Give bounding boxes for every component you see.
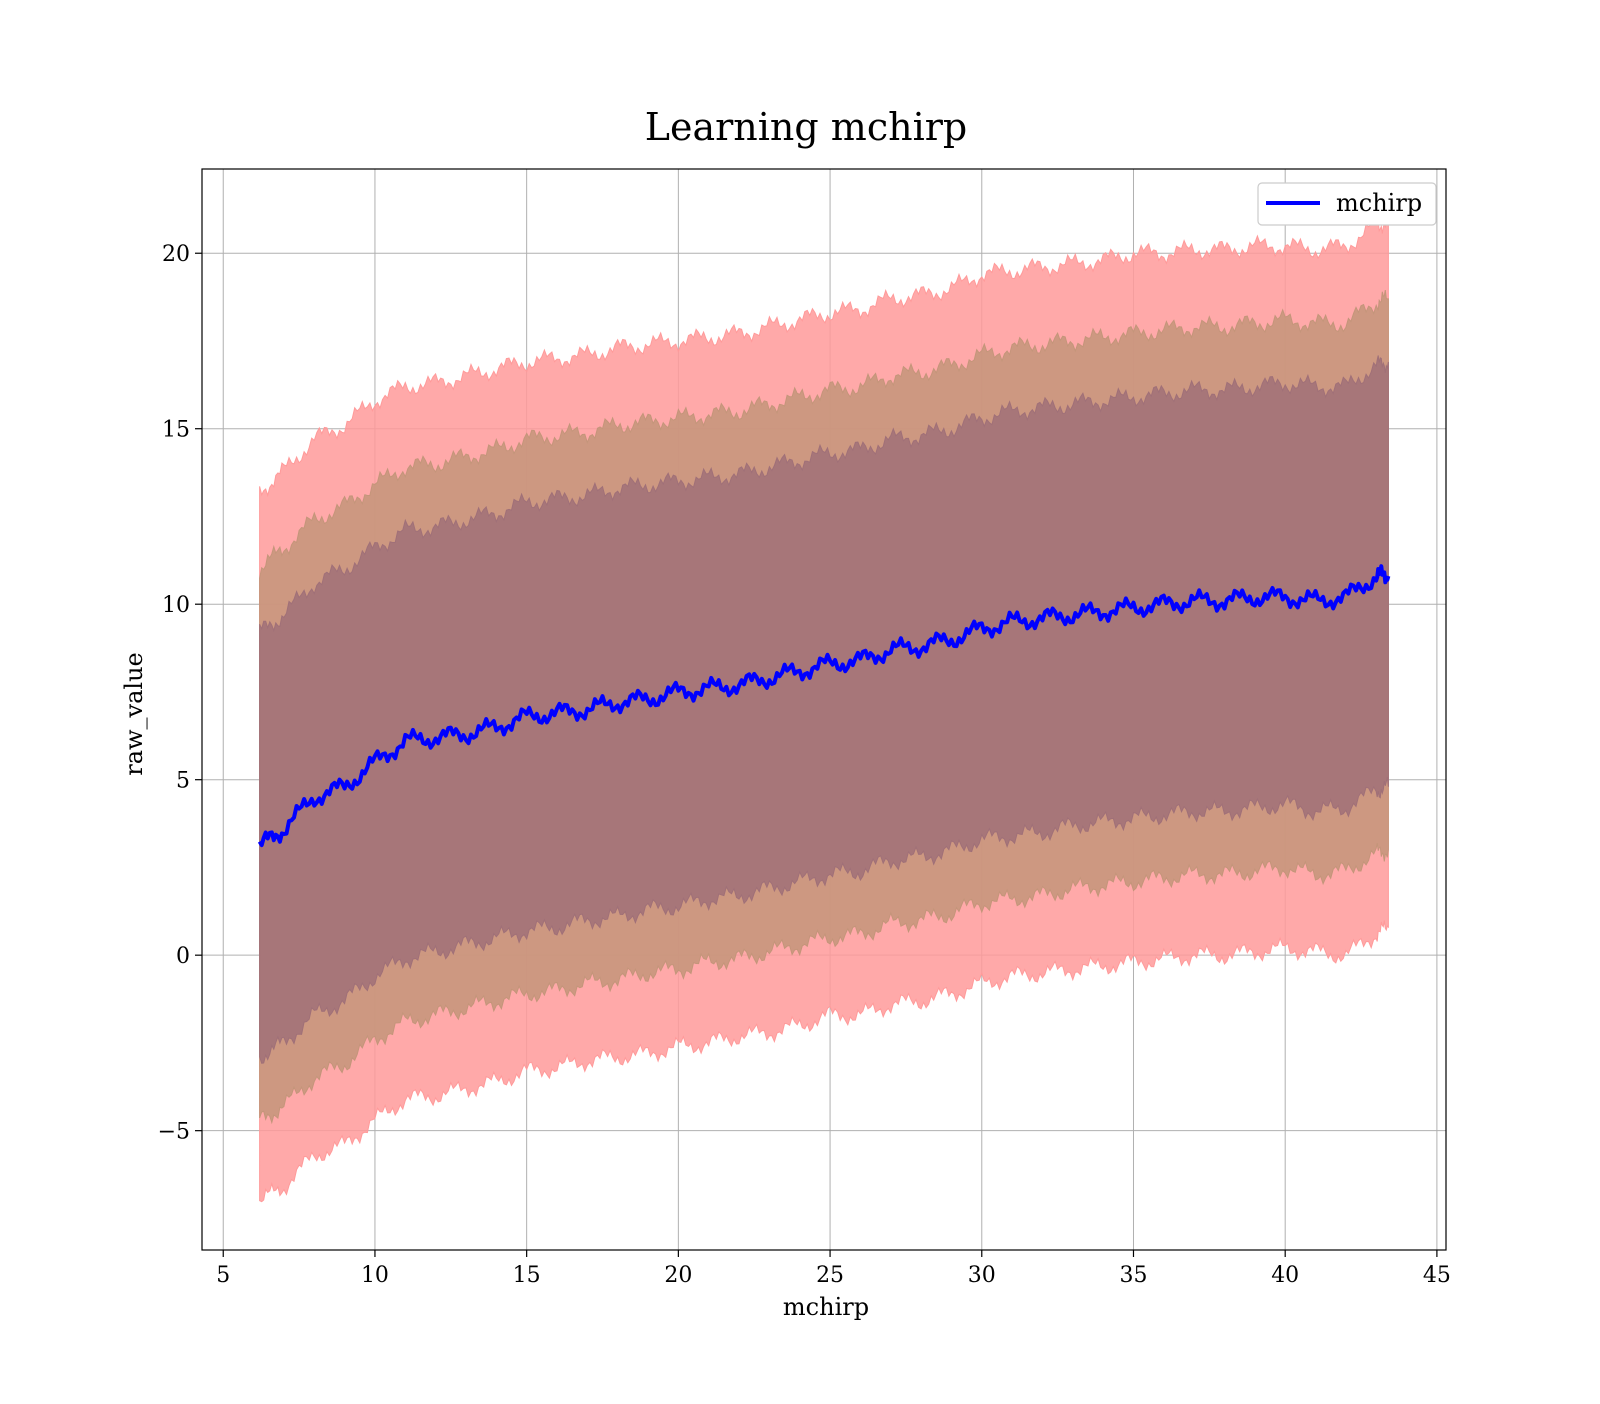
x-tick-label: 45 <box>1423 1263 1451 1288</box>
series-lines <box>257 564 1391 848</box>
x-tick-label: 35 <box>1119 1263 1147 1288</box>
series-line-mchirp <box>257 564 1391 848</box>
legend-label-mchirp: mchirp <box>1336 189 1422 217</box>
y-tick-label: −5 <box>158 1120 190 1145</box>
legend: mchirp <box>1257 182 1437 226</box>
x-tick-label: 5 <box>216 1263 230 1288</box>
y-tick-label: 20 <box>162 242 190 267</box>
plot-frame <box>201 168 1447 1251</box>
band-1-sigma <box>259 355 1389 1064</box>
x-tick-label: 10 <box>361 1263 389 1288</box>
confidence-bands <box>259 214 1389 1203</box>
x-axis-label: mchirp <box>783 1293 869 1321</box>
y-tick-label: 10 <box>162 593 190 618</box>
y-tick-label: 0 <box>176 944 190 969</box>
x-tick-label: 40 <box>1271 1263 1299 1288</box>
x-tick-label: 30 <box>968 1263 996 1288</box>
axis-ticks: 5 10 15 20 25 30 35 40 45 −5 0 5 10 15 20 <box>158 242 1451 1288</box>
chart-title: Learning mchirp <box>645 105 967 149</box>
y-tick-label: 5 <box>176 769 190 794</box>
x-tick-label: 15 <box>513 1263 541 1288</box>
legend-box <box>1257 182 1437 226</box>
y-axis-label: raw_value <box>120 652 148 776</box>
y-tick-label: 15 <box>162 418 190 443</box>
x-tick-label: 25 <box>816 1263 844 1288</box>
x-tick-label: 20 <box>664 1263 692 1288</box>
